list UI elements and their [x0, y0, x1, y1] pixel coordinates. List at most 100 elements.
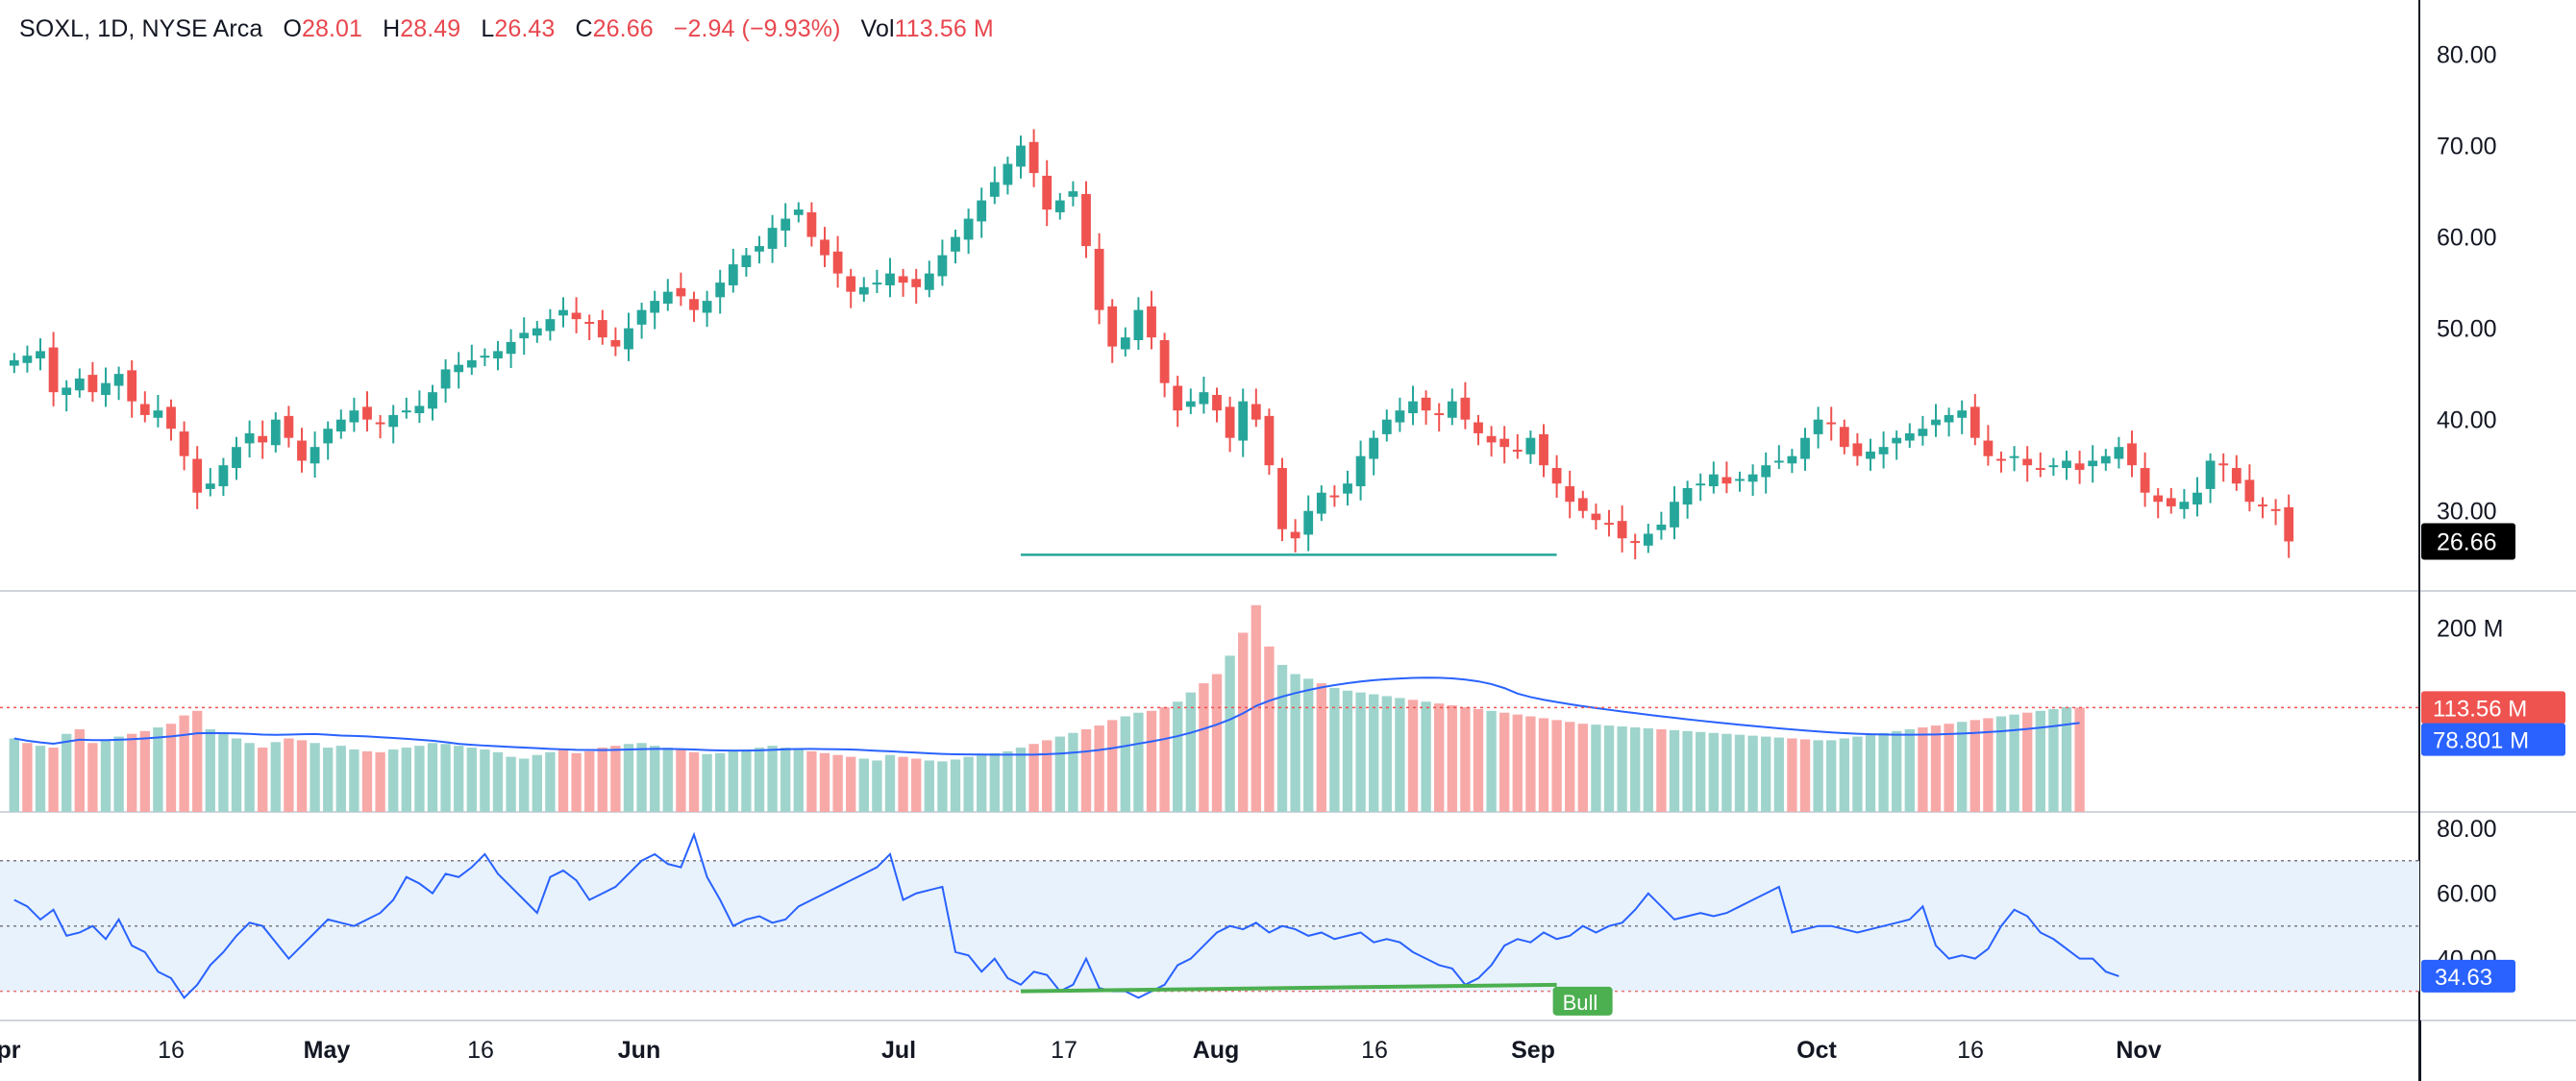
volume-bar [754, 748, 765, 812]
candle [1512, 433, 1523, 459]
volume-bar [480, 749, 490, 812]
time-axis-label: 16 [158, 1037, 185, 1064]
volume-bar [519, 758, 530, 812]
candle [1395, 397, 1405, 432]
candle-body [466, 359, 477, 368]
volume-bar [323, 748, 334, 812]
candle-body [1696, 483, 1706, 486]
volume-bar [1904, 728, 1915, 812]
volume-bar [1146, 710, 1157, 812]
volume-bar [454, 746, 464, 812]
volume-bar [1094, 725, 1104, 812]
candle-body [1238, 401, 1249, 441]
candle [335, 409, 346, 439]
time-axis-label: Nov [2116, 1037, 2161, 1064]
candle [1016, 135, 1026, 179]
candle [1826, 406, 1837, 441]
candle-body [1604, 523, 1614, 526]
volume-bar [846, 756, 856, 812]
candle-body [951, 236, 960, 252]
candle [2048, 457, 2059, 477]
candle [2270, 499, 2281, 526]
candle [2114, 436, 2124, 469]
candle [1525, 430, 1536, 464]
candle-body [1551, 468, 1562, 484]
candle-body [2022, 458, 2033, 466]
volume-bar [1826, 740, 1837, 812]
volume-bar [1773, 737, 1784, 812]
volume-bar [728, 750, 738, 812]
candle [1474, 414, 1483, 446]
candle-body [650, 301, 660, 313]
candle-body [584, 321, 595, 324]
candle-body [323, 429, 334, 444]
candle [2153, 487, 2164, 519]
rsi-divergence-line [1020, 982, 1557, 994]
volume-bar [1381, 696, 1392, 812]
volume-bar [1892, 730, 1902, 812]
candle [2218, 453, 2229, 482]
candle-body [872, 283, 882, 285]
candle [2100, 449, 2111, 471]
volume-bar [9, 738, 19, 812]
volume-bar [1211, 674, 1223, 812]
volume-bar [1747, 735, 1758, 812]
volume-bar [1120, 716, 1130, 812]
volume-bar [1447, 705, 1457, 812]
candle [388, 405, 399, 444]
volume-bar [1290, 674, 1300, 812]
candle [676, 272, 686, 307]
candle [2127, 430, 2137, 478]
volume-bar [950, 759, 961, 812]
volume-bar [310, 743, 320, 812]
candle-body [232, 447, 241, 469]
volume-bar [819, 752, 830, 812]
candle [62, 380, 72, 412]
last-price-badge [2421, 523, 2515, 560]
volume-bar [244, 743, 255, 812]
candle-body [1904, 432, 1915, 441]
candle [1460, 381, 1471, 430]
candle-body [832, 251, 843, 274]
candle-body [1133, 309, 1144, 340]
candle [1643, 524, 1653, 553]
candle [662, 279, 673, 311]
price-tick-label: 80.00 [2437, 42, 2497, 69]
candle [113, 366, 124, 401]
candle-body [597, 320, 607, 338]
candle-body [1185, 401, 1196, 407]
candle-body [179, 431, 189, 456]
candle [1381, 409, 1392, 442]
candle-body [139, 404, 150, 415]
candle [597, 309, 607, 345]
candle [2088, 445, 2098, 483]
candle-body [741, 255, 752, 267]
candle [153, 395, 163, 428]
candle-body [1068, 191, 1078, 197]
candle [741, 248, 752, 277]
volume-bar [361, 750, 373, 812]
time-axis-label: 16 [1957, 1037, 1984, 1064]
volume-bar [1369, 694, 1379, 812]
candle-body [1199, 392, 1209, 405]
candle [1251, 388, 1261, 428]
candle [532, 321, 542, 343]
volume-bar [1944, 724, 1954, 812]
candle-body [192, 458, 203, 493]
candle [1892, 430, 1902, 460]
volume-bar [963, 756, 974, 812]
candle-body [1290, 531, 1300, 539]
volume-ma-label: 78.801 M [2433, 728, 2529, 754]
candle [101, 367, 111, 407]
candle-body [1878, 447, 1889, 455]
volume-bar [1591, 725, 1601, 812]
candle-body [1852, 443, 1863, 456]
volume-bar [2048, 708, 2059, 812]
volume-bar [1407, 700, 1419, 812]
candle-body [1957, 410, 1968, 418]
volume-bar [48, 748, 59, 812]
candle-body [715, 283, 726, 298]
candle-body [2009, 455, 2019, 458]
candle-body [924, 273, 934, 290]
